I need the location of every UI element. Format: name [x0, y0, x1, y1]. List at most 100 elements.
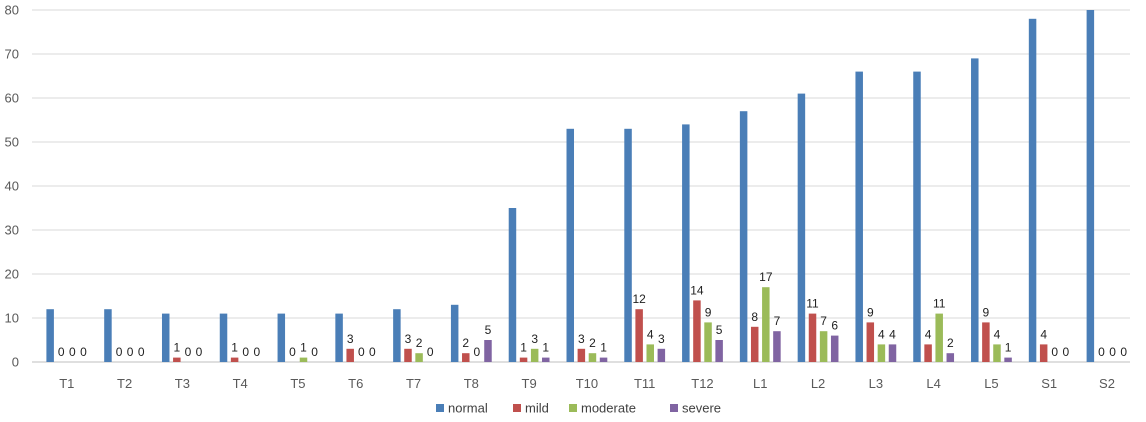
x-tick-label: L1 [753, 376, 767, 391]
bar-moderate [415, 353, 423, 362]
data-label: 5 [485, 323, 492, 337]
bars [46, 10, 1095, 363]
data-label: 3 [658, 332, 665, 346]
bar-mild [577, 348, 586, 362]
bar-moderate [935, 313, 943, 362]
bar-mild [635, 309, 643, 362]
bar-mild [808, 313, 817, 362]
bar-moderate [704, 322, 712, 362]
data-label: 1 [600, 341, 607, 355]
y-tick-label: 10 [5, 311, 19, 326]
x-tick-label: T10 [576, 376, 598, 391]
y-tick-label: 40 [5, 179, 19, 194]
data-label: 11 [933, 297, 946, 311]
data-label: 7 [774, 314, 781, 328]
data-label: 0 [138, 345, 145, 359]
bar-mild [750, 326, 759, 362]
legend-swatch-moderate [569, 404, 577, 412]
data-label: 12 [632, 292, 646, 306]
x-tick-label: T11 [634, 376, 655, 391]
data-label: 4 [1040, 327, 1047, 341]
data-label: 0 [1063, 345, 1070, 359]
data-label: 1 [173, 341, 180, 355]
legend: normal mild moderate severe [436, 401, 721, 416]
x-tick-label: S2 [1099, 376, 1115, 391]
bar-mild [346, 348, 354, 362]
bar-normal [219, 313, 228, 362]
bar-normal [566, 128, 575, 362]
legend-label: normal [448, 401, 488, 416]
bar-normal [46, 309, 54, 362]
data-label: 9 [705, 305, 712, 319]
data-label: 4 [994, 327, 1001, 341]
y-tick-label: 0 [12, 355, 19, 370]
bar-mild [462, 353, 470, 362]
bar-mild [173, 357, 181, 362]
data-label: 0 [289, 345, 296, 359]
data-label: 0 [427, 345, 434, 359]
bar-normal [393, 309, 401, 362]
data-label: 3 [578, 332, 585, 346]
bar-mild [1039, 344, 1048, 362]
data-label: 0 [253, 345, 260, 359]
legend-swatch-severe [670, 404, 678, 412]
bar-mild [230, 357, 239, 362]
data-label: 7 [820, 314, 827, 328]
data-label: 8 [751, 310, 758, 324]
x-tick-label: T4 [233, 376, 248, 391]
bar-mild [519, 357, 528, 362]
data-label: 2 [416, 336, 423, 350]
bar-normal [739, 111, 748, 362]
data-label: 4 [925, 327, 932, 341]
bar-normal [450, 304, 459, 362]
data-label: 1 [1005, 341, 1012, 355]
data-label: 0 [474, 345, 481, 359]
bar-severe [830, 335, 839, 362]
x-tick-label: L4 [926, 376, 940, 391]
data-label: 2 [947, 336, 954, 350]
bar-normal [913, 71, 921, 362]
bar-moderate [993, 344, 1001, 362]
legend-swatch-normal [436, 404, 444, 412]
data-label: 17 [759, 270, 773, 284]
gridlines [32, 9, 1130, 363]
bar-normal [161, 313, 170, 362]
data-label: 0 [58, 345, 65, 359]
x-tick-label: T12 [691, 376, 713, 391]
data-label: 2 [462, 336, 469, 350]
bar-normal [855, 71, 863, 362]
x-tick-label: T5 [290, 376, 305, 391]
bar-moderate [646, 344, 654, 362]
x-tick-label: L2 [811, 376, 825, 391]
bar-normal [1086, 10, 1095, 362]
legend-label: mild [525, 401, 549, 416]
x-tick-label: T8 [464, 376, 479, 391]
bar-normal [682, 124, 690, 363]
x-tick-label: T2 [117, 376, 132, 391]
data-label: 0 [69, 345, 76, 359]
data-label: 14 [690, 283, 704, 297]
bar-mild [982, 322, 990, 362]
data-label: 9 [867, 305, 874, 319]
bar-moderate [588, 353, 597, 362]
data-label: 0 [358, 345, 365, 359]
y-tick-label: 70 [5, 47, 19, 62]
data-label: 0 [127, 345, 134, 359]
bar-normal [1028, 18, 1037, 363]
bar-moderate [762, 287, 770, 362]
bar-severe [715, 340, 723, 362]
data-label: 1 [520, 341, 527, 355]
x-tick-label: T1 [59, 376, 74, 391]
data-label: 0 [311, 345, 318, 359]
bar-severe [599, 357, 608, 362]
bar-normal [277, 313, 286, 362]
bar-normal [971, 58, 979, 363]
data-label: 0 [185, 345, 192, 359]
bar-normal [104, 309, 112, 362]
bar-mild [693, 300, 701, 362]
data-label: 3 [405, 332, 412, 346]
data-label: 11 [806, 297, 819, 311]
bar-mild [404, 348, 412, 362]
data-label: 0 [1098, 345, 1105, 359]
